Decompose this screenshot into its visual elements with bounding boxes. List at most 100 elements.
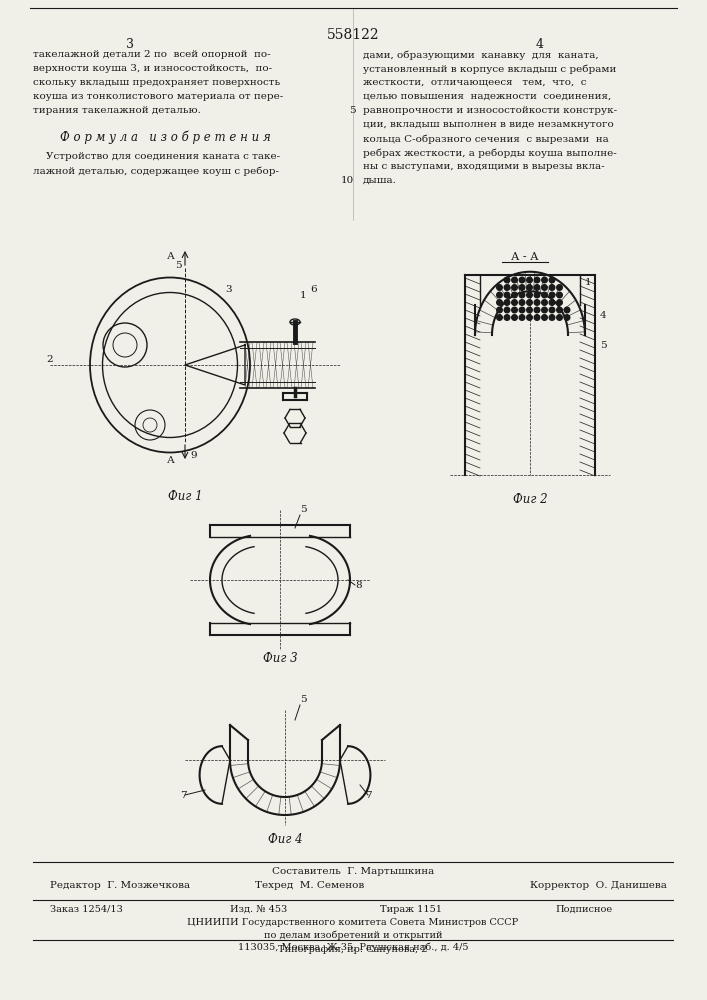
- Circle shape: [534, 307, 540, 313]
- Text: Изд. № 453: Изд. № 453: [230, 905, 287, 914]
- Text: 2: 2: [47, 356, 53, 364]
- Text: Заказ 1254/13: Заказ 1254/13: [50, 905, 123, 914]
- Circle shape: [534, 300, 540, 305]
- Circle shape: [542, 315, 547, 320]
- Circle shape: [512, 307, 518, 313]
- Circle shape: [534, 285, 540, 290]
- Circle shape: [512, 315, 518, 320]
- Text: 10: 10: [341, 176, 354, 185]
- Circle shape: [504, 285, 510, 290]
- Text: такелажной детали 2 по  всей опорной  по-: такелажной детали 2 по всей опорной по-: [33, 50, 271, 59]
- Text: Ф о р м у л а   и з о б р е т е н и я: Ф о р м у л а и з о б р е т е н и я: [59, 130, 270, 143]
- Text: Типография, пр. Сапунова, 2: Типография, пр. Сапунова, 2: [279, 945, 428, 954]
- Circle shape: [519, 300, 525, 305]
- Circle shape: [512, 277, 518, 283]
- Text: 5: 5: [349, 106, 356, 115]
- Circle shape: [512, 300, 518, 305]
- Circle shape: [519, 292, 525, 298]
- Circle shape: [549, 307, 555, 313]
- Circle shape: [512, 285, 518, 290]
- Text: целью повышения  надежности  соединения,: целью повышения надежности соединения,: [363, 92, 612, 101]
- Circle shape: [504, 292, 510, 298]
- Text: 3: 3: [126, 38, 134, 51]
- Text: дами, образующими  канавку  для  каната,: дами, образующими канавку для каната,: [363, 50, 599, 60]
- Text: 5: 5: [300, 696, 307, 704]
- Text: 4: 4: [536, 38, 544, 51]
- Text: 1: 1: [300, 290, 307, 300]
- Text: коуша из тонколистового материала от пере-: коуша из тонколистового материала от пер…: [33, 92, 284, 101]
- Circle shape: [527, 307, 532, 313]
- Circle shape: [497, 315, 502, 320]
- Text: дыша.: дыша.: [363, 176, 397, 185]
- Circle shape: [512, 292, 518, 298]
- Circle shape: [504, 307, 510, 313]
- Ellipse shape: [290, 319, 300, 325]
- Text: тирания такелажной деталью.: тирания такелажной деталью.: [33, 106, 201, 115]
- Text: 6: 6: [310, 286, 317, 294]
- Text: ции, вкладыш выполнен в виде незамкнутого: ции, вкладыш выполнен в виде незамкнутог…: [363, 120, 614, 129]
- Circle shape: [534, 292, 540, 298]
- Text: 8: 8: [355, 580, 361, 589]
- Circle shape: [564, 307, 570, 313]
- Text: А: А: [167, 252, 175, 261]
- Text: А - А: А - А: [511, 252, 539, 262]
- Text: ны с выступами, входящими в вырезы вкла-: ны с выступами, входящими в вырезы вкла-: [363, 162, 604, 171]
- Circle shape: [549, 292, 555, 298]
- Circle shape: [542, 300, 547, 305]
- Text: лажной деталью, содержащее коуш с ребор-: лажной деталью, содержащее коуш с ребор-: [33, 166, 279, 176]
- Circle shape: [519, 285, 525, 290]
- Text: Фиг 3: Фиг 3: [263, 652, 298, 665]
- Text: 558122: 558122: [327, 28, 380, 42]
- Circle shape: [527, 315, 532, 320]
- Text: 5: 5: [175, 260, 182, 269]
- Circle shape: [542, 277, 547, 283]
- Circle shape: [556, 307, 562, 313]
- Text: установленный в корпусе вкладыш с ребрами: установленный в корпусе вкладыш с ребрам…: [363, 64, 617, 74]
- Text: 5: 5: [300, 506, 307, 514]
- Text: Фиг 4: Фиг 4: [268, 833, 303, 846]
- Text: скольку вкладыш предохраняет поверхность: скольку вкладыш предохраняет поверхность: [33, 78, 280, 87]
- Text: жесткости,  отличающееся   тем,  что,  с: жесткости, отличающееся тем, что, с: [363, 78, 587, 87]
- Text: Редактор  Г. Мозжечкова: Редактор Г. Мозжечкова: [50, 881, 190, 890]
- Text: по делам изобретений и открытий: по делам изобретений и открытий: [264, 930, 443, 940]
- Text: кольца С-образного сечения  с вырезами  на: кольца С-образного сечения с вырезами на: [363, 134, 609, 143]
- Text: 1: 1: [585, 278, 592, 287]
- Circle shape: [534, 315, 540, 320]
- Text: Составитель  Г. Мартышкина: Составитель Г. Мартышкина: [272, 867, 434, 876]
- Text: ЦНИИПИ Государственного комитета Совета Министров СССР: ЦНИИПИ Государственного комитета Совета …: [187, 918, 519, 927]
- Circle shape: [497, 292, 502, 298]
- Text: Устройство для соединения каната с таке-: Устройство для соединения каната с таке-: [33, 152, 280, 161]
- Circle shape: [504, 315, 510, 320]
- Circle shape: [549, 285, 555, 290]
- Text: 113035, Москва, Ж-35, Раушская наб., д. 4/5: 113035, Москва, Ж-35, Раушская наб., д. …: [238, 942, 468, 952]
- Circle shape: [542, 292, 547, 298]
- Circle shape: [549, 315, 555, 320]
- Circle shape: [519, 315, 525, 320]
- Text: 4: 4: [600, 310, 607, 320]
- Circle shape: [504, 300, 510, 305]
- Circle shape: [497, 285, 502, 290]
- Circle shape: [527, 300, 532, 305]
- Circle shape: [542, 285, 547, 290]
- Circle shape: [549, 300, 555, 305]
- Text: Фиг 1: Фиг 1: [168, 490, 202, 503]
- Text: 5: 5: [600, 340, 607, 350]
- Circle shape: [534, 277, 540, 283]
- Text: Подписное: Подписное: [555, 905, 612, 914]
- Circle shape: [556, 300, 562, 305]
- Circle shape: [549, 277, 555, 283]
- Circle shape: [527, 292, 532, 298]
- Circle shape: [556, 292, 562, 298]
- Circle shape: [556, 285, 562, 290]
- Circle shape: [504, 277, 510, 283]
- Circle shape: [527, 285, 532, 290]
- Text: 9: 9: [190, 450, 197, 460]
- Circle shape: [497, 300, 502, 305]
- Text: верхности коуша 3, и износостойкость,  по-: верхности коуша 3, и износостойкость, по…: [33, 64, 272, 73]
- Text: 3: 3: [225, 286, 232, 294]
- Text: Тираж 1151: Тираж 1151: [380, 905, 442, 914]
- Circle shape: [519, 277, 525, 283]
- Circle shape: [542, 307, 547, 313]
- Text: 7: 7: [365, 790, 372, 800]
- Circle shape: [556, 315, 562, 320]
